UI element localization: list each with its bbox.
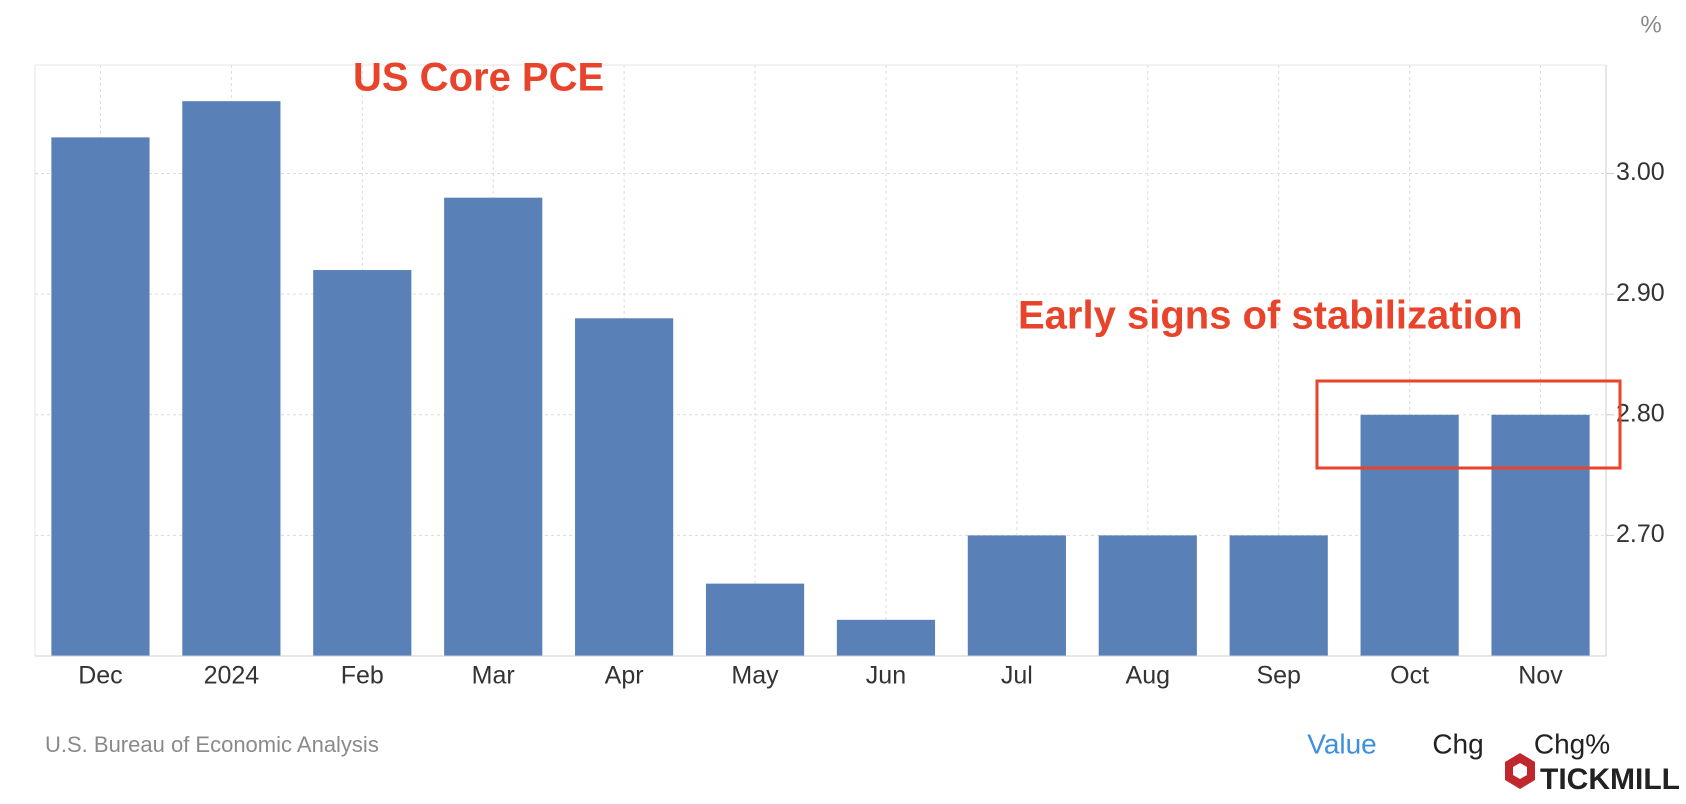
chart-title: US Core PCE: [353, 56, 604, 100]
x-tick-label: Sep: [1256, 662, 1300, 690]
bar: [836, 619, 936, 656]
bar: [182, 101, 281, 657]
bar: [1229, 535, 1328, 656]
x-tick-label: Feb: [341, 662, 384, 690]
x-tick-label: 2024: [204, 662, 260, 690]
x-tick-label: Jun: [866, 662, 906, 690]
x-tick-label: Dec: [78, 662, 122, 690]
bar: [1098, 535, 1197, 656]
x-tick-label: Apr: [605, 662, 644, 690]
x-tick-label: Nov: [1518, 662, 1563, 690]
y-tick-label: 2.90: [1616, 279, 1665, 307]
unit-label: %: [1640, 11, 1661, 38]
brand: TICKMILL: [1540, 763, 1680, 796]
bar: [967, 535, 1066, 656]
bar: [313, 270, 412, 656]
source: U.S. Bureau of Economic Analysis: [45, 732, 379, 757]
x-tick-label: Aug: [1126, 662, 1170, 690]
bar: [51, 137, 150, 657]
bar: [444, 197, 543, 656]
bar: [1491, 414, 1590, 656]
x-tick-label: Jul: [1001, 662, 1033, 690]
tab-value[interactable]: Value: [1307, 728, 1377, 759]
bar: [705, 583, 805, 656]
x-tick-label: Mar: [472, 662, 515, 690]
brand-logo: [1505, 753, 1535, 789]
x-tick-label: May: [731, 662, 779, 690]
y-tick-label: 3.00: [1616, 158, 1665, 186]
bar: [1360, 414, 1459, 656]
highlight-box: [1315, 379, 1622, 470]
x-tick-label: Oct: [1390, 662, 1429, 690]
y-tick-label: 2.80: [1616, 399, 1665, 427]
annotation: Early signs of stabilization: [1018, 294, 1523, 338]
tab-chg[interactable]: Chg: [1432, 728, 1483, 759]
tab-chg-pct[interactable]: Chg%: [1534, 728, 1610, 759]
bar: [575, 318, 674, 656]
y-tick-label: 2.70: [1616, 520, 1665, 548]
